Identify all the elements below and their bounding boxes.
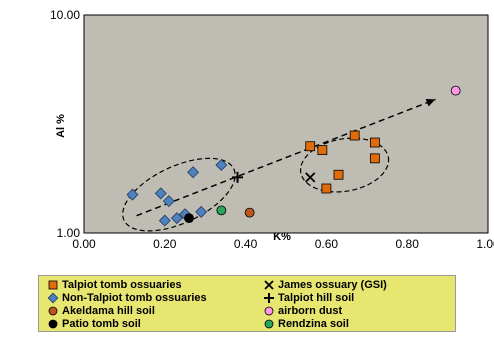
y-axis-title: Al % (55, 114, 67, 138)
x-tick-label: 0.00 (72, 237, 96, 251)
data-point (264, 293, 274, 303)
series-rendzina-soil (216, 205, 227, 216)
x-tick-label: 1.00 (476, 237, 494, 251)
legend-label: airborn dust (278, 305, 343, 317)
x-marker-icon (264, 280, 274, 290)
data-point (369, 137, 380, 148)
y-tick-label: 10.00 (50, 8, 80, 22)
data-point (195, 205, 208, 218)
data-point (216, 205, 227, 216)
data-point (317, 145, 328, 156)
x-tick-label: 0.20 (153, 237, 177, 251)
data-point (162, 195, 175, 208)
data-point (264, 319, 274, 329)
data-point (184, 213, 194, 224)
series-non-talpiot-tomb-ossuaries (126, 159, 228, 227)
data-point (187, 166, 200, 179)
data-point (158, 214, 171, 227)
legend: Talpiot tomb ossuaries James ossuary (GSI… (38, 275, 456, 332)
y-tick-label: 1.00 (57, 226, 81, 240)
data-point (305, 172, 316, 183)
legend-label: Talpiot hill soil (278, 292, 355, 304)
trend-arrow-line (136, 98, 436, 217)
legend-item: James ossuary (GSI) (263, 278, 387, 292)
data-point (264, 306, 274, 316)
data-point (48, 319, 58, 329)
x-tick-labels: 0.00 0.20 0.40 0.60 0.80 1.00 (72, 237, 494, 251)
data-point (321, 183, 332, 194)
legend-label: Talpiot tomb ossuaries (62, 279, 182, 291)
series-talpiot-tomb-ossuaries (305, 130, 380, 194)
cluster-ellipse (299, 137, 390, 193)
data-point (333, 169, 344, 180)
legend-label: Non-Talpiot tomb ossuaries (62, 292, 207, 304)
series-patio-tomb-soil (184, 213, 194, 224)
data-point (232, 171, 244, 183)
data-points (126, 85, 461, 227)
data-point (48, 280, 58, 290)
data-point (264, 280, 274, 290)
plot-area (83, 14, 489, 234)
data-point (349, 130, 360, 141)
series-airborn-dust (450, 85, 461, 96)
circle-marker-icon (48, 306, 58, 316)
legend-item: Rendzina soil (263, 317, 349, 331)
data-point (47, 292, 59, 304)
data-point (305, 141, 316, 152)
data-point (450, 85, 461, 96)
circle-marker-icon (48, 319, 58, 329)
circle-marker-icon (264, 319, 274, 329)
data-point (244, 207, 255, 218)
trend-arrow (136, 98, 436, 217)
data-point (170, 212, 183, 225)
x-tick-label: 0.40 (234, 237, 258, 251)
diamond-marker-icon (47, 292, 59, 304)
legend-label: Akeldama hill soil (62, 305, 155, 317)
x-tick-label: 0.60 (315, 237, 339, 251)
legend-label: Rendzina soil (278, 318, 349, 330)
legend-item: Non-Talpiot tomb ossuaries (47, 291, 207, 305)
series-talpiot-hill-soil (232, 171, 244, 183)
legend-label: Patio tomb soil (62, 318, 141, 330)
x-axis-title: K% (273, 231, 291, 243)
series-james-ossuary-gsi- (305, 172, 316, 183)
trend-arrow-head (425, 98, 436, 107)
data-point (215, 159, 228, 172)
legend-item: Talpiot tomb ossuaries (47, 278, 182, 292)
circle-marker-icon (264, 306, 274, 316)
data-point (154, 187, 167, 200)
data-point (48, 306, 58, 316)
data-point (126, 188, 139, 201)
plus-marker-icon (264, 293, 274, 303)
data-point (369, 153, 380, 164)
legend-item: Patio tomb soil (47, 317, 141, 331)
y-tick-labels: 1.00 10.00 (50, 8, 80, 240)
legend-label: James ossuary (GSI) (278, 279, 387, 291)
legend-item: Akeldama hill soil (47, 304, 155, 318)
series-akeldama-hill-soil (244, 207, 255, 218)
x-tick-label: 0.80 (396, 237, 420, 251)
square-marker-icon (48, 280, 58, 290)
legend-item: airborn dust (263, 304, 342, 318)
legend-item: Talpiot hill soil (263, 291, 354, 305)
